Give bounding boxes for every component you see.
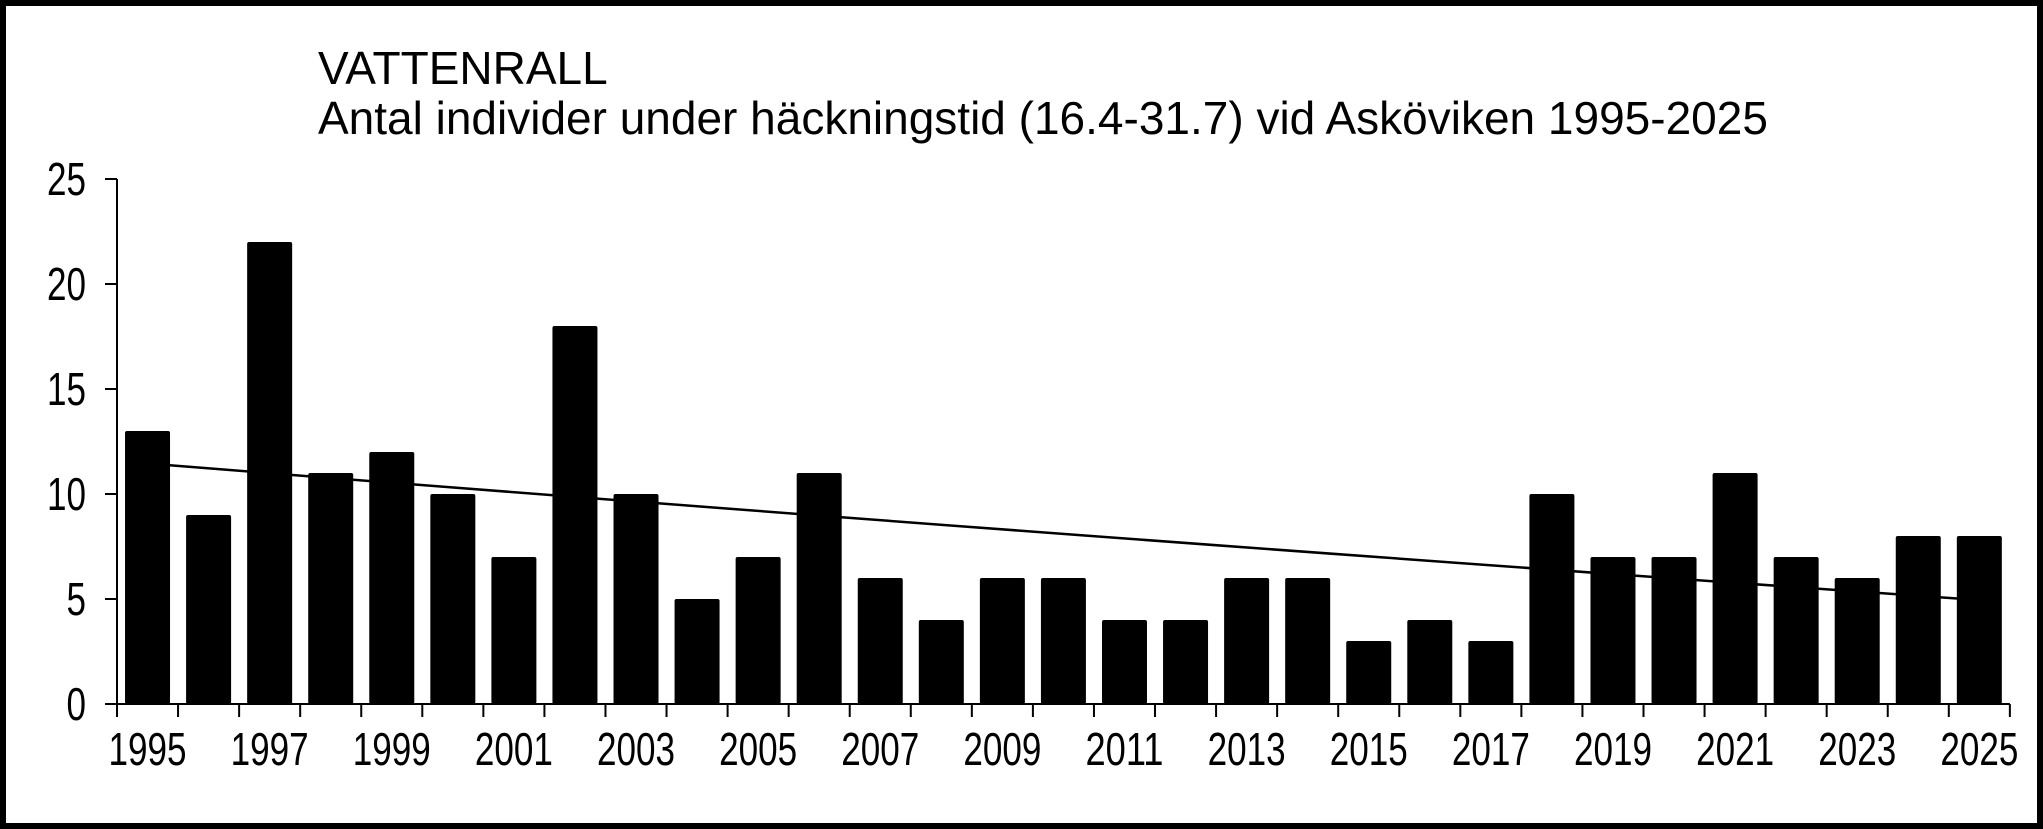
x-tick-label-2019: 2019 [1574, 723, 1652, 775]
trend-line [147, 462, 1980, 602]
bar-2003 [613, 494, 659, 704]
y-tick-label-15: 15 [47, 363, 86, 415]
bar-2024 [1895, 536, 1941, 704]
bar-chart: VATTENRALL Antal individer under häcknin… [47, 42, 2018, 775]
y-tick-label-25: 25 [47, 153, 86, 205]
x-tick-label-1995: 1995 [109, 723, 187, 775]
bar-2025 [1956, 536, 2002, 704]
x-tick-label-1999: 1999 [353, 723, 431, 775]
x-tick-label-2003: 2003 [597, 723, 675, 775]
bar-2010 [1040, 578, 1086, 704]
bar-2006 [796, 473, 842, 704]
bar-2012 [1163, 620, 1209, 704]
bar-2013 [1224, 578, 1270, 704]
bar-2019 [1590, 557, 1636, 704]
bar-2016 [1407, 620, 1453, 704]
bar-2001 [491, 557, 537, 704]
y-tick-label-5: 5 [67, 573, 87, 625]
chart-subtitle: Antal individer under häckningstid (16.4… [318, 92, 1768, 144]
bar-2014 [1285, 578, 1331, 704]
x-tick-label-2007: 2007 [841, 723, 919, 775]
bar-2004 [674, 599, 720, 704]
x-tick-label-2011: 2011 [1085, 723, 1163, 775]
x-tick-label-2001: 2001 [475, 723, 553, 775]
x-tick-label-2009: 2009 [963, 723, 1041, 775]
bar-2007 [857, 578, 903, 704]
x-tick-label-2013: 2013 [1208, 723, 1286, 775]
bar-2005 [735, 557, 781, 704]
x-tick-label-2021: 2021 [1696, 723, 1774, 775]
bar-2008 [918, 620, 964, 704]
bar-2021 [1712, 473, 1758, 704]
x-tick-label-2005: 2005 [719, 723, 797, 775]
x-tick-label-1997: 1997 [231, 723, 309, 775]
bar-2018 [1529, 494, 1575, 704]
bar-2015 [1346, 641, 1392, 704]
bar-2009 [979, 578, 1025, 704]
bar-1995 [125, 431, 171, 704]
y-tick-label-20: 20 [47, 258, 86, 310]
x-tick-label-2015: 2015 [1330, 723, 1408, 775]
x-tick-label-2025: 2025 [1940, 723, 2018, 775]
y-tick-label-10: 10 [47, 468, 86, 520]
bar-2022 [1773, 557, 1819, 704]
bar-1996 [186, 515, 232, 704]
bar-2011 [1101, 620, 1147, 704]
x-tick-label-2017: 2017 [1452, 723, 1530, 775]
bar-2002 [552, 326, 598, 704]
bar-2020 [1651, 557, 1697, 704]
bar-2000 [430, 494, 476, 704]
x-tick-label-2023: 2023 [1818, 723, 1896, 775]
chart-title: VATTENRALL [318, 42, 608, 94]
bar-2023 [1834, 578, 1880, 704]
y-tick-label-0: 0 [67, 678, 87, 730]
bar-2017 [1468, 641, 1514, 704]
bar-1998 [308, 473, 354, 704]
bar-1999 [369, 452, 415, 704]
